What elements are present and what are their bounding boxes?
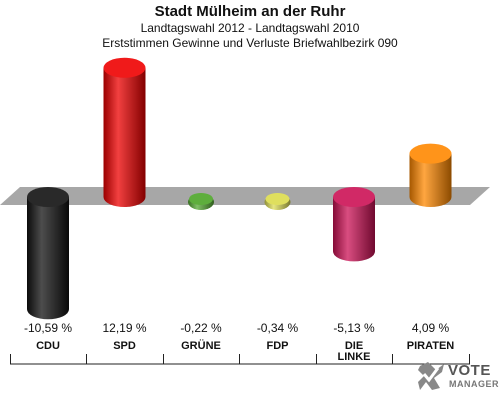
value-label-2: -0,22 % [180,321,222,335]
category-label-5: PIRATEN [407,340,455,352]
chart-titles: Stadt Mülheim an der Ruhr Landtagswahl 2… [0,3,500,51]
value-label-3: -0,34 % [257,321,299,335]
bar-piraten [409,143,452,207]
check-cross-logo-icon [418,362,444,390]
vote-manager-logo: VOTE MANAGER [416,360,499,396]
category-label-4-1: LINKE [338,351,371,363]
chart-title: Stadt Mülheim an der Ruhr [154,3,346,20]
value-label-5: 4,09 % [412,321,450,335]
category-label-4-0: DIE [345,340,363,352]
chart-subtitle-1: Landtagswahl 2012 - Landtagswahl 2010 [140,21,360,35]
bar-cdu [27,187,69,320]
value-label-0: -10,59 % [24,321,72,335]
bar-grüne [188,193,214,210]
value-label-4: -5,13 % [333,321,375,335]
category-axis [10,354,470,365]
logo-text-manager: MANAGER [449,379,499,389]
bar-spd [103,57,146,207]
value-label-1: 12,19 % [102,321,146,335]
logo-text-vote: VOTE [448,362,491,379]
category-label-1: SPD [113,340,136,352]
category-label-0: CDU [36,340,60,352]
category-label-2: GRÜNE [181,339,221,352]
chart-subtitle-2: Erststimmen Gewinne und Verluste Briefwa… [102,36,398,50]
bar-fdp [264,193,291,210]
bar-die-linke [333,187,375,262]
category-label-3: FDP [267,340,289,352]
